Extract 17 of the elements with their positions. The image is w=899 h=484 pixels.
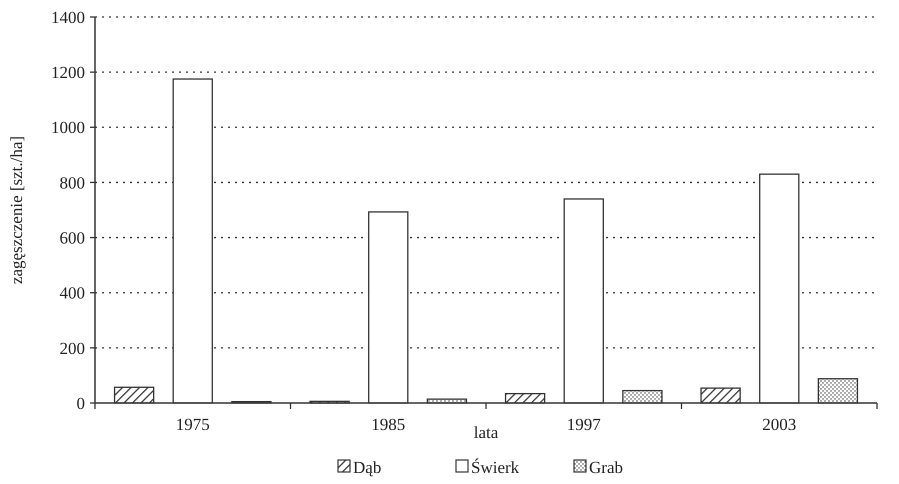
legend-label: Świerk	[471, 458, 520, 477]
y-tick-label: 400	[60, 284, 85, 303]
x-axis-title: lata	[474, 423, 499, 442]
x-tick-label: 1985	[371, 415, 406, 434]
x-tick-label: 1997	[566, 415, 602, 434]
y-tick-label: 800	[60, 173, 85, 192]
y-tick-label: 200	[60, 338, 85, 358]
y-tick-label: 600	[60, 228, 85, 248]
y-tick-label: 1000	[51, 118, 85, 138]
y-axis-title: zagęszczenie [szt./ha]	[7, 136, 26, 284]
x-tick-label: 1975	[176, 415, 210, 434]
x-tick-label: 2003	[762, 415, 796, 434]
legend-label: Dąb	[353, 458, 382, 477]
y-tick-label: 0	[76, 394, 85, 413]
y-tick-label: 1400	[51, 8, 85, 27]
legend-label: Grab	[589, 458, 623, 477]
y-tick-label: 1200	[51, 63, 85, 82]
